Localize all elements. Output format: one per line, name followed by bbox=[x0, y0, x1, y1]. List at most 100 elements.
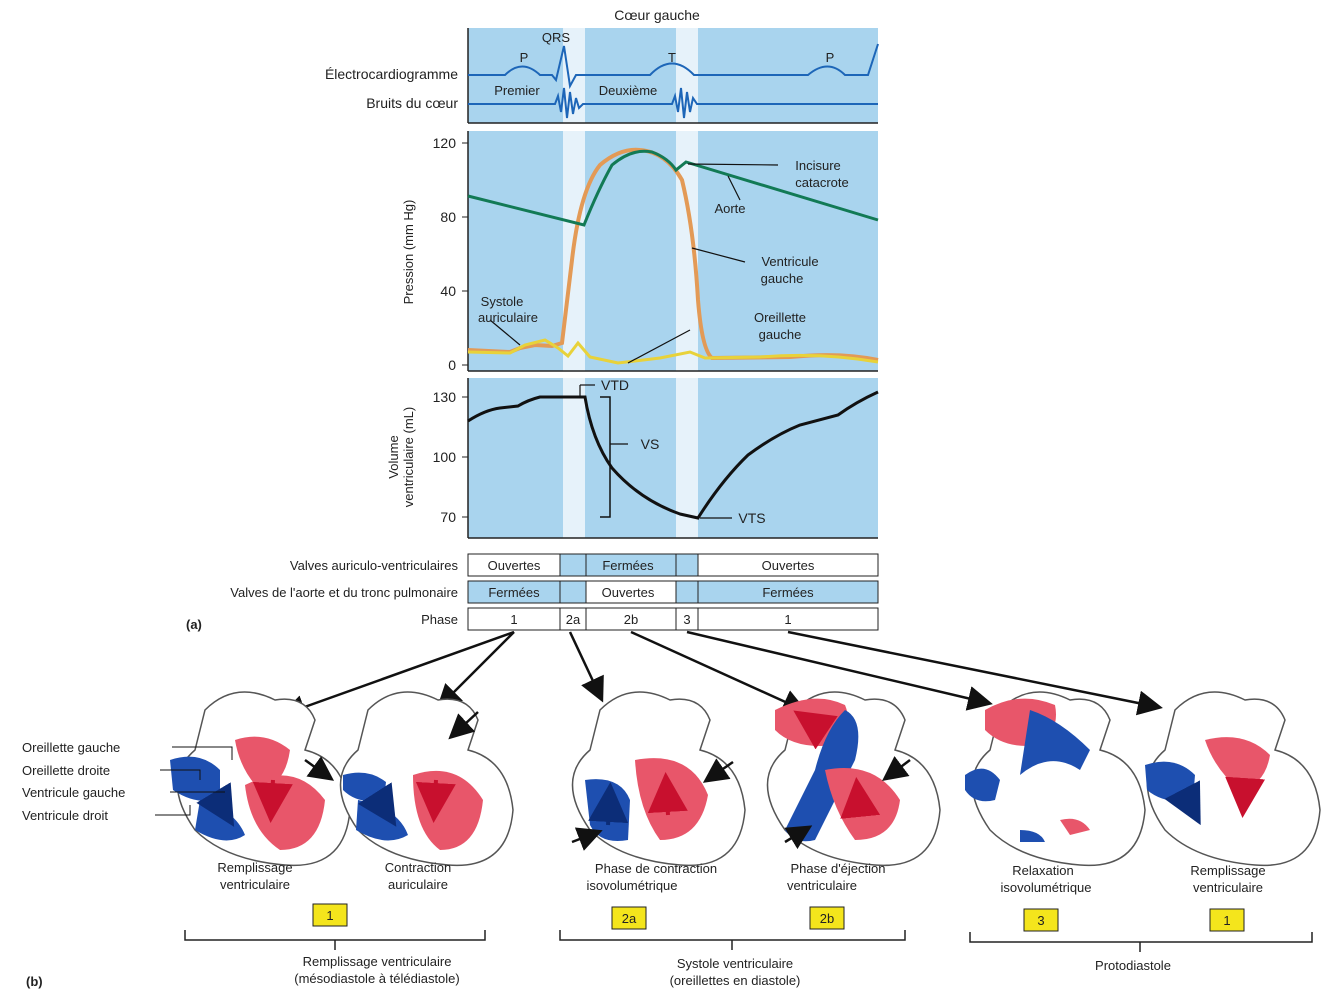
atrium-annotation-line2: gauche bbox=[759, 327, 802, 342]
sl-row-label: Valves de l'aorte et du tronc pulmonaire bbox=[230, 585, 458, 600]
heart-6-filling bbox=[1145, 691, 1321, 867]
pressure-background bbox=[468, 131, 878, 371]
first-sound-label: Premier bbox=[494, 83, 540, 98]
pressure-tick-80: 80 bbox=[440, 209, 456, 225]
phase-cell-3: 3 bbox=[683, 612, 690, 627]
ecg-background bbox=[468, 28, 878, 123]
ventricle-annotation-line2: gauche bbox=[761, 271, 804, 286]
label-right-ventricle: Ventricule droit bbox=[22, 808, 108, 823]
phase-cell-1b: 1 bbox=[784, 612, 791, 627]
volume-tick-130: 130 bbox=[433, 389, 457, 405]
sl-cell-1: Fermées bbox=[488, 585, 540, 600]
band-3 bbox=[676, 378, 698, 538]
atrium-pressure-curve bbox=[467, 338, 879, 365]
caption-5-line2: isovolumétrique bbox=[1000, 880, 1091, 895]
panel-a-label: (a) bbox=[186, 617, 202, 632]
heart-captions: Remplissage ventriculaire Contraction au… bbox=[217, 860, 1265, 895]
heart-4-ejection bbox=[766, 691, 941, 867]
notch-annotation-line1: Incisure bbox=[795, 158, 841, 173]
ecg-label: Électrocardiogramme bbox=[325, 66, 458, 82]
av-cell-1: Ouvertes bbox=[488, 558, 541, 573]
caption-1-line1: Remplissage bbox=[217, 860, 292, 875]
band-2a bbox=[563, 378, 585, 538]
heart-external-arrows bbox=[304, 711, 911, 851]
ecg-t-wave: T bbox=[668, 50, 676, 65]
phase-cell-2a: 2a bbox=[566, 612, 581, 627]
caption-6-line2: ventriculaire bbox=[1193, 880, 1263, 895]
caption-1-line2: ventriculaire bbox=[220, 877, 290, 892]
phase-box-1b: 1 bbox=[1223, 913, 1230, 928]
pressure-tick-40: 40 bbox=[440, 283, 456, 299]
pressure-tick-120: 120 bbox=[433, 135, 457, 151]
label-left-atrium: Oreillette gauche bbox=[22, 740, 120, 755]
ecg-panel: P QRS T P Premier Deuxième bbox=[467, 28, 879, 124]
ecg-trace bbox=[468, 43, 879, 90]
group-1-line1: Remplissage ventriculaire bbox=[303, 954, 452, 969]
group-3: Protodiastole bbox=[1095, 958, 1171, 973]
top-title: Cœur gauche bbox=[614, 7, 700, 23]
systole-annotation-line2: auriculaire bbox=[478, 310, 538, 325]
caption-2-line1: Contraction bbox=[385, 860, 451, 875]
ventricle-annotation-line1: Ventricule bbox=[761, 254, 818, 269]
caption-3-line2: isovolumétrique bbox=[586, 878, 677, 893]
phase-box-1: 1 bbox=[326, 908, 333, 923]
aorta-pressure-curve bbox=[467, 149, 879, 227]
volume-panel: 130 100 70 VTD VS VTS bbox=[433, 377, 879, 539]
pressure-tick-0: 0 bbox=[448, 357, 456, 373]
av-cell-5: Ouvertes bbox=[762, 558, 815, 573]
caption-3-line1: Phase de contraction bbox=[595, 861, 717, 876]
sl-cell-5: Fermées bbox=[762, 585, 814, 600]
heart-1-filling bbox=[170, 691, 351, 867]
volume-curve bbox=[467, 390, 879, 520]
edv-label: VTD bbox=[601, 377, 629, 393]
volume-axis-title-line2: ventriculaire (mL) bbox=[401, 407, 416, 507]
phase-boxes: 1 2a 2b 3 1 bbox=[312, 903, 1245, 932]
aorta-annotation: Aorte bbox=[714, 201, 745, 216]
heart-anatomy-labels: Oreillette gauche Oreillette droite Vent… bbox=[22, 740, 233, 823]
panel-b-label: (b) bbox=[26, 974, 43, 989]
caption-4-line1: Phase d'éjection bbox=[791, 861, 886, 876]
caption-4-line2: ventriculaire bbox=[787, 878, 857, 893]
sl-cell-3: Ouvertes bbox=[602, 585, 655, 600]
phase-box-2a: 2a bbox=[622, 911, 637, 926]
label-left-ventricle: Ventricule gauche bbox=[22, 785, 125, 800]
phase-box-2b: 2b bbox=[820, 911, 834, 926]
stroke-volume-bracket bbox=[600, 396, 611, 518]
phase-cell-2b: 2b bbox=[624, 612, 638, 627]
sounds-label: Bruits du cœur bbox=[366, 95, 458, 111]
systole-annotation-line1: Systole bbox=[481, 294, 524, 309]
av-row-label: Valves auriculo-ventriculaires bbox=[290, 558, 459, 573]
caption-5-line1: Relaxation bbox=[1012, 863, 1073, 878]
sv-label: VS bbox=[641, 436, 660, 452]
atrium-annotation-line1: Oreillette bbox=[754, 310, 806, 325]
band-3 bbox=[676, 131, 698, 371]
phase-row-label: Phase bbox=[421, 612, 458, 627]
heart-5-isovolumetric-relaxation bbox=[965, 691, 1146, 867]
volume-tick-100: 100 bbox=[433, 449, 457, 465]
ecg-qrs-label: QRS bbox=[542, 30, 571, 45]
heart-sounds-trace bbox=[468, 87, 878, 119]
valve-phase-table: Ouvertes Fermées Ouvertes Fermées Ouvert… bbox=[467, 553, 879, 631]
notch-annotation-line2: catacrote bbox=[795, 175, 848, 190]
group-brackets bbox=[184, 930, 1313, 952]
phase-cell-1: 1 bbox=[510, 612, 517, 627]
second-sound-label: Deuxième bbox=[599, 83, 658, 98]
esv-label: VTS bbox=[738, 510, 765, 526]
label-right-atrium: Oreillette droite bbox=[22, 763, 110, 778]
group-1-line2: (mésodiastole à télédiastole) bbox=[294, 971, 459, 986]
heart-2-atrial-contraction bbox=[339, 691, 514, 867]
ecg-p-wave: P bbox=[520, 50, 529, 65]
av-cell-3: Fermées bbox=[602, 558, 654, 573]
caption-6-line1: Remplissage bbox=[1190, 863, 1265, 878]
pressure-axis-title: Pression (mm Hg) bbox=[401, 200, 416, 305]
volume-background bbox=[468, 378, 878, 538]
volume-tick-70: 70 bbox=[440, 509, 456, 525]
group-2-line1: Systole ventriculaire bbox=[677, 956, 793, 971]
ecg-p-wave-2: P bbox=[826, 50, 835, 65]
phase-arrows bbox=[280, 630, 1163, 720]
phase-box-3: 3 bbox=[1037, 913, 1044, 928]
heart-3-isovolumetric-contraction bbox=[571, 691, 746, 867]
group-2-line2: (oreillettes en diastole) bbox=[670, 973, 801, 988]
volume-axis-title-line1: Volume bbox=[386, 435, 401, 478]
